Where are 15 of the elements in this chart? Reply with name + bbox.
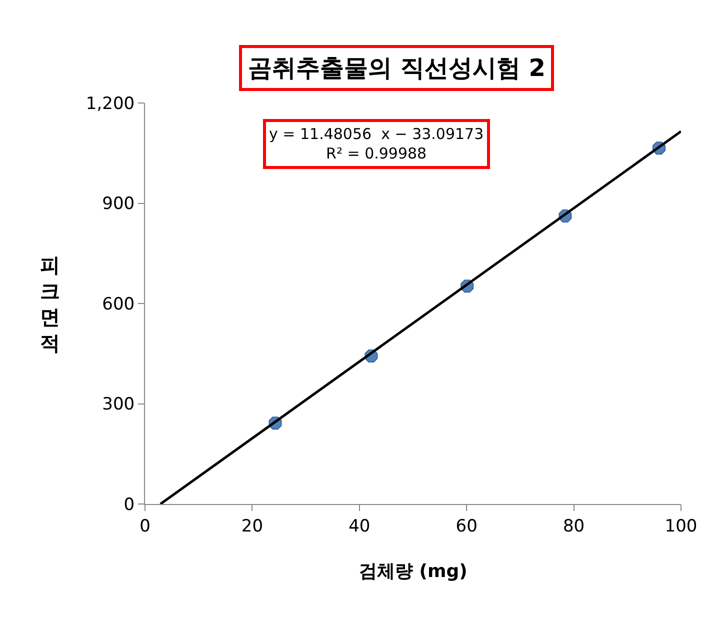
- x-tick-label: 80: [562, 516, 585, 536]
- y-tick-label: 600: [102, 294, 135, 314]
- annotation: y = 11.48056 x − 33.09173 R² = 0.99988: [269, 125, 484, 162]
- x-tick-label: 40: [348, 516, 370, 536]
- y-tick-label: 0: [124, 494, 135, 515]
- y-tick-label: 300: [102, 394, 135, 415]
- x-tick-label: 20: [241, 516, 264, 536]
- x-tick-label: 0: [140, 516, 150, 536]
- y-axis-title: 피크면적: [40, 253, 60, 355]
- x-tick-label: 100: [664, 516, 698, 536]
- y-tick-label: 900: [102, 194, 135, 214]
- x-tick-label: 60: [456, 516, 478, 536]
- y-tick-label: 1,200: [86, 94, 135, 114]
- x-axis-title: 검체량 (mg): [359, 561, 468, 582]
- chart-title: 곰취추출물의 직선성시험 2: [248, 54, 546, 82]
